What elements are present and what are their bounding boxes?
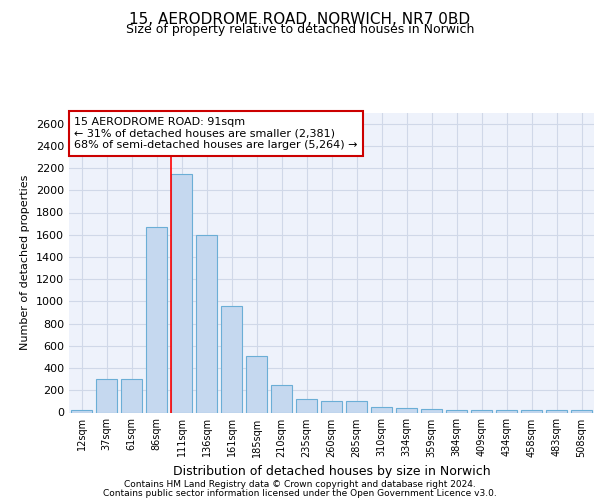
Bar — [196, 234, 217, 412]
Bar — [271, 384, 292, 412]
Bar — [146, 227, 167, 412]
Bar — [446, 410, 467, 412]
Bar — [546, 410, 567, 412]
Bar — [171, 174, 192, 412]
Bar — [346, 402, 367, 412]
Bar — [96, 379, 117, 412]
Bar — [71, 410, 92, 412]
Text: Size of property relative to detached houses in Norwich: Size of property relative to detached ho… — [126, 22, 474, 36]
Bar — [246, 356, 267, 412]
X-axis label: Distribution of detached houses by size in Norwich: Distribution of detached houses by size … — [173, 465, 490, 478]
Bar — [571, 410, 592, 412]
Text: Contains public sector information licensed under the Open Government Licence v3: Contains public sector information licen… — [103, 488, 497, 498]
Y-axis label: Number of detached properties: Number of detached properties — [20, 175, 31, 350]
Bar — [221, 306, 242, 412]
Bar — [371, 407, 392, 412]
Bar — [396, 408, 417, 412]
Bar — [296, 399, 317, 412]
Text: Contains HM Land Registry data © Crown copyright and database right 2024.: Contains HM Land Registry data © Crown c… — [124, 480, 476, 489]
Text: 15 AERODROME ROAD: 91sqm
← 31% of detached houses are smaller (2,381)
68% of sem: 15 AERODROME ROAD: 91sqm ← 31% of detach… — [74, 117, 358, 150]
Text: 15, AERODROME ROAD, NORWICH, NR7 0BD: 15, AERODROME ROAD, NORWICH, NR7 0BD — [130, 12, 470, 28]
Bar — [521, 410, 542, 412]
Bar — [496, 410, 517, 412]
Bar — [421, 408, 442, 412]
Bar — [471, 410, 492, 412]
Bar — [121, 379, 142, 412]
Bar — [321, 402, 342, 412]
